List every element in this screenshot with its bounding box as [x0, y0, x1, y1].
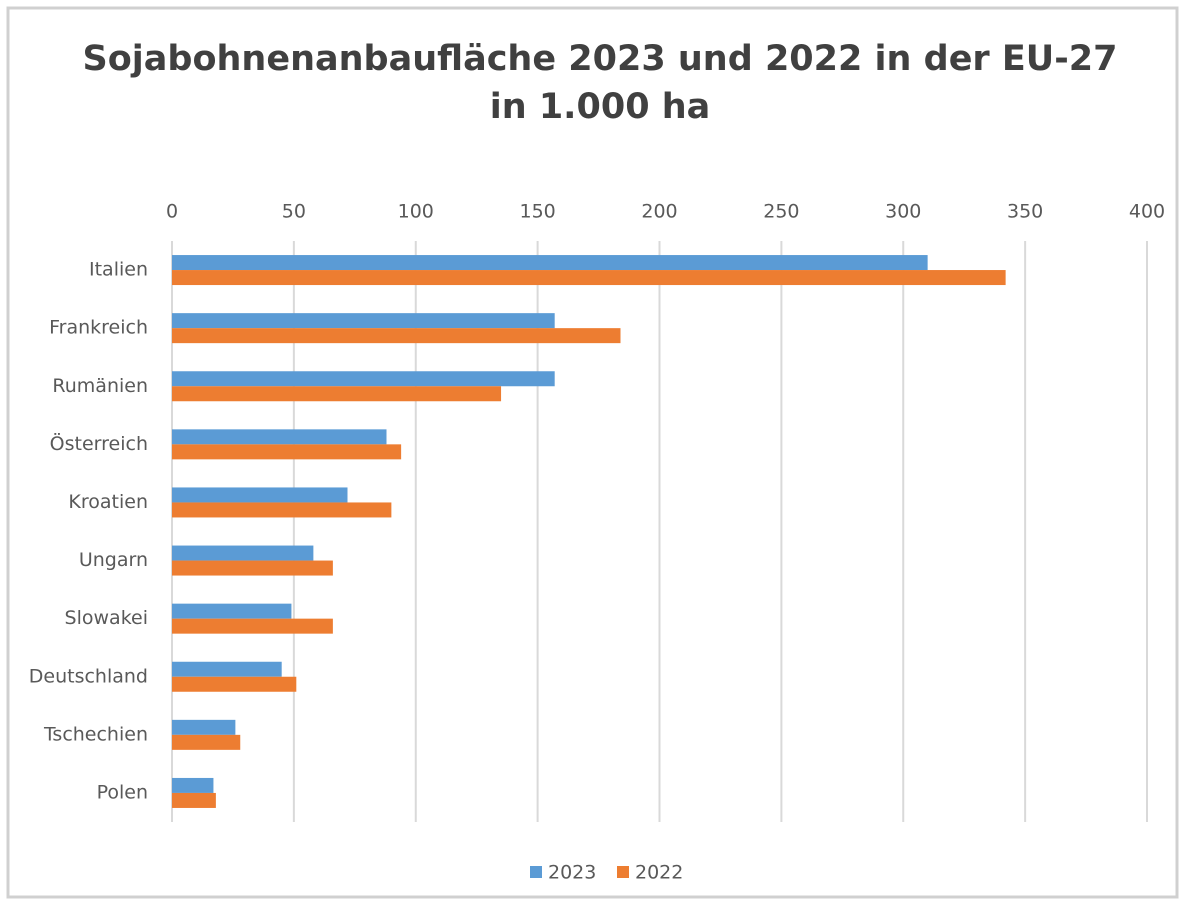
bar [172, 386, 502, 402]
chart-title: Sojabohnenanbaufläche 2023 und 2022 in d… [83, 39, 1118, 79]
y-tick-label: Kroatien [68, 491, 148, 513]
y-tick-label: Polen [97, 781, 148, 803]
y-tick-label: Ungarn [79, 549, 148, 571]
bar [172, 777, 214, 793]
y-tick-label: Rumänien [52, 375, 148, 397]
bar [172, 371, 555, 387]
bar [172, 313, 555, 329]
x-tick-label: 200 [641, 201, 677, 223]
y-tick-label: Deutschland [29, 665, 148, 687]
x-tick-label: 50 [282, 201, 306, 223]
y-tick-label: Tschechien [43, 723, 148, 745]
legend-label: 2023 [548, 862, 596, 884]
x-tick-label: 300 [885, 201, 921, 223]
x-tick-label: 100 [398, 201, 434, 223]
y-tick-label: Italien [89, 259, 148, 281]
bar [172, 255, 928, 271]
bar [172, 618, 333, 634]
bar [172, 792, 216, 808]
bar [172, 560, 333, 576]
bar [172, 328, 621, 344]
y-tick-label: Slowakei [65, 607, 148, 629]
x-tick-label: 150 [519, 201, 555, 223]
legend-swatch [530, 866, 542, 878]
y-tick-label: Frankreich [49, 317, 148, 339]
bar [172, 429, 387, 445]
legend-label: 2022 [635, 862, 683, 884]
bar [172, 487, 348, 503]
y-tick-label: Österreich [50, 432, 148, 455]
bar [172, 444, 402, 460]
x-tick-label: 250 [763, 201, 799, 223]
bar [172, 661, 282, 677]
bar [172, 676, 297, 692]
chart-subtitle: in 1.000 ha [490, 87, 711, 127]
bar [172, 719, 236, 735]
bar [172, 270, 1006, 286]
bar [172, 545, 314, 561]
x-tick-label: 350 [1007, 201, 1043, 223]
bar [172, 734, 241, 750]
legend-swatch [617, 866, 629, 878]
bar [172, 502, 392, 518]
x-tick-label: 0 [166, 201, 178, 223]
x-tick-label: 400 [1129, 201, 1165, 223]
bar [172, 603, 292, 619]
